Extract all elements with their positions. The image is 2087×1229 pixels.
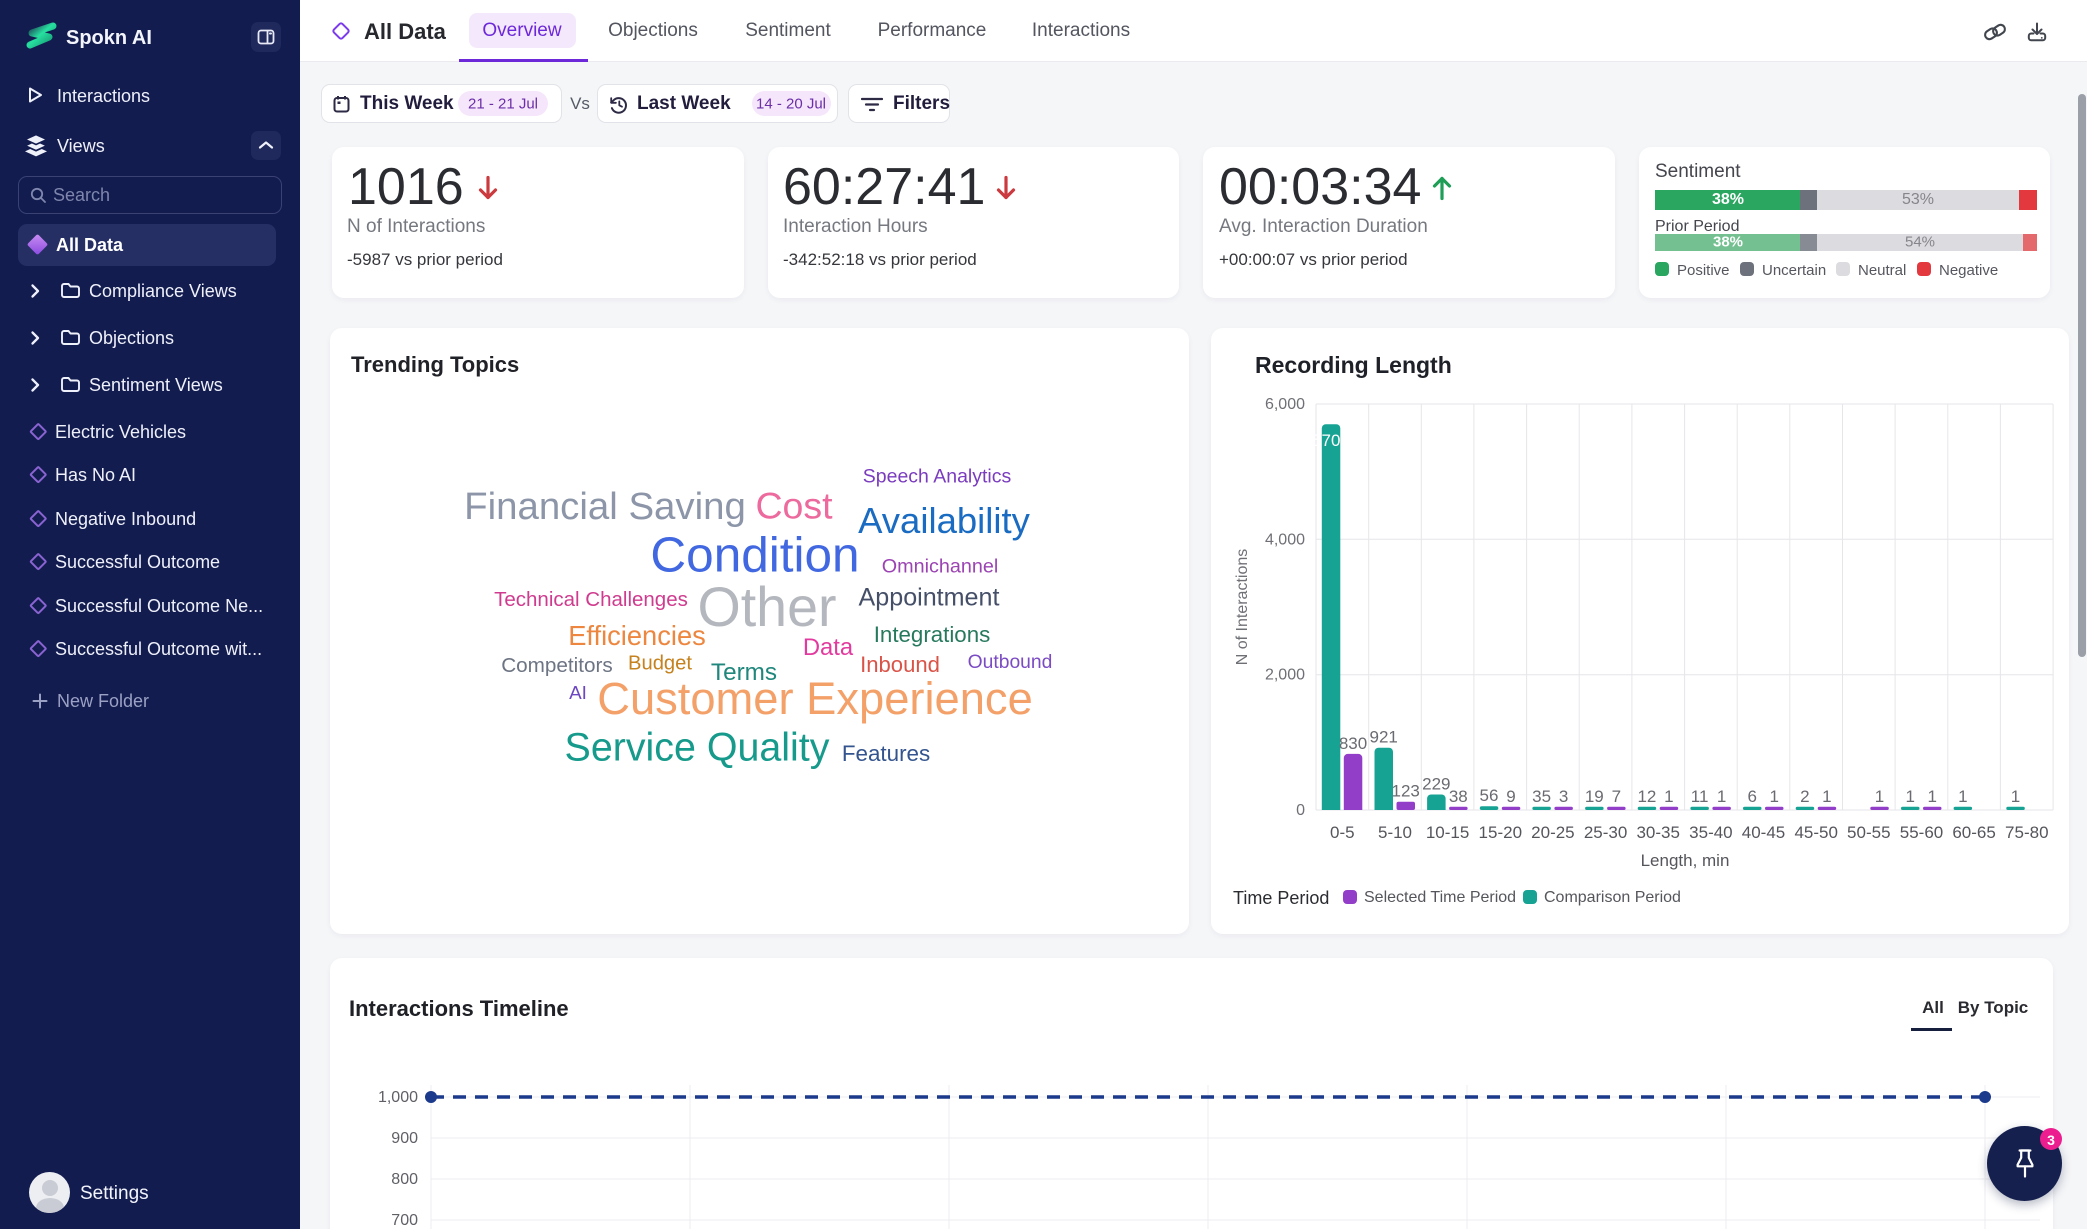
svg-text:10-15: 10-15 [1426,823,1469,842]
svg-text:50-55: 50-55 [1847,823,1890,842]
svg-text:1: 1 [2011,787,2020,806]
svg-text:19: 19 [1585,787,1604,806]
svg-text:5-10: 5-10 [1378,823,1412,842]
svg-text:38: 38 [1449,787,1468,806]
svg-text:700: 700 [391,1212,418,1229]
svg-text:N of Interactions: N of Interactions [1234,549,1251,666]
svg-text:3: 3 [1559,787,1568,806]
svg-text:75-80: 75-80 [2005,823,2048,842]
svg-text:20-25: 20-25 [1531,823,1574,842]
svg-text:1: 1 [1717,787,1726,806]
svg-text:6: 6 [1747,787,1756,806]
svg-text:55-60: 55-60 [1900,823,1943,842]
svg-text:35: 35 [1532,787,1551,806]
svg-text:1: 1 [1927,787,1936,806]
svg-text:1: 1 [1905,787,1914,806]
svg-text:35-40: 35-40 [1689,823,1732,842]
svg-text:1: 1 [1769,787,1778,806]
svg-text:1,000: 1,000 [378,1089,418,1106]
svg-text:1: 1 [1822,787,1831,806]
svg-text:921: 921 [1370,728,1398,747]
svg-text:4,000: 4,000 [1265,531,1305,548]
svg-text:Length, min: Length, min [1641,851,1730,870]
svg-text:2: 2 [1800,787,1809,806]
svg-text:56: 56 [1480,786,1499,805]
svg-text:30-35: 30-35 [1636,823,1679,842]
svg-text:830: 830 [1339,734,1367,753]
svg-text:900: 900 [391,1130,418,1147]
svg-text:7: 7 [1612,787,1621,806]
svg-text:1: 1 [1958,787,1967,806]
svg-text:0: 0 [1296,802,1305,819]
svg-text:12: 12 [1637,787,1656,806]
svg-text:11: 11 [1691,787,1709,806]
svg-text:1: 1 [1875,787,1884,806]
svg-text:60-65: 60-65 [1952,823,1995,842]
svg-text:1: 1 [1664,787,1673,806]
svg-text:15-20: 15-20 [1479,823,1522,842]
svg-text:45-50: 45-50 [1794,823,1837,842]
svg-text:40-45: 40-45 [1742,823,1785,842]
svg-text:6,000: 6,000 [1265,396,1305,413]
svg-text:2,000: 2,000 [1265,667,1305,684]
svg-text:123: 123 [1392,782,1420,801]
svg-text:229: 229 [1422,775,1450,794]
svg-text:5703: 5703 [1312,431,1350,450]
svg-text:800: 800 [391,1171,418,1188]
svg-text:9: 9 [1506,787,1515,806]
svg-text:25-30: 25-30 [1584,823,1627,842]
svg-text:0-5: 0-5 [1330,823,1355,842]
